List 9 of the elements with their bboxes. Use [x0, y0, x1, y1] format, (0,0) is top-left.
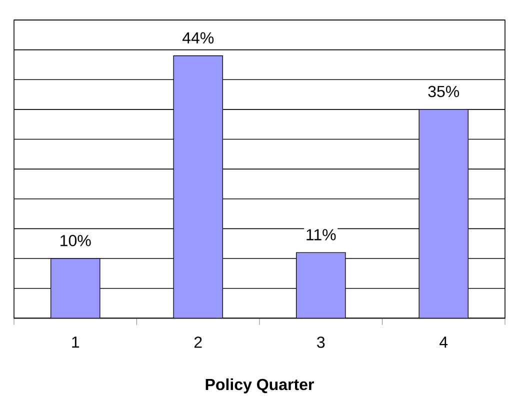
data-label: 10% [60, 234, 91, 246]
x-tick-label: 2 [194, 336, 202, 348]
x-axis-title: Policy Quarter [206, 378, 314, 394]
data-label: 11% [306, 228, 336, 240]
x-tick-label: 4 [440, 336, 448, 348]
data-label: 35% [428, 86, 460, 98]
x-tick-label: 3 [317, 336, 325, 348]
data-label: 44% [182, 32, 214, 44]
x-tick-label: 1 [72, 336, 80, 348]
